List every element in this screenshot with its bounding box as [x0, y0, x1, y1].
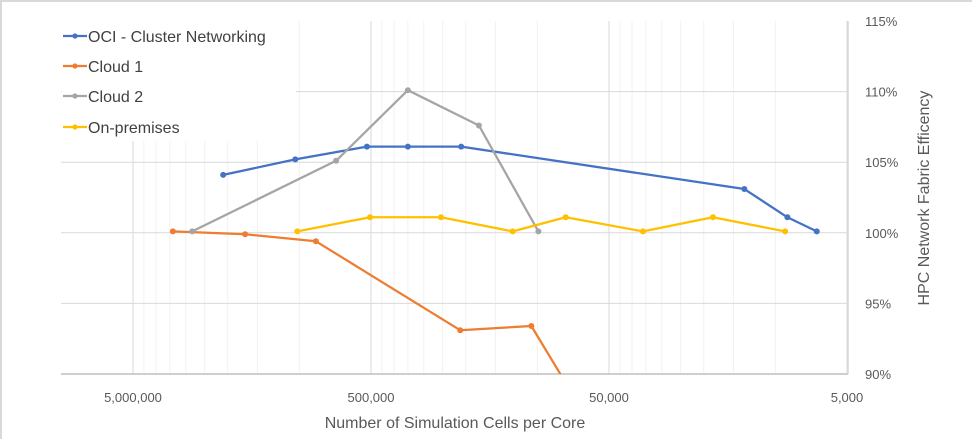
data-point — [535, 228, 542, 235]
series-cloud-2 — [189, 87, 542, 235]
x-tick-label: 50,000 — [589, 390, 629, 405]
series-on-premises — [294, 214, 789, 235]
legend-item: OCI - Cluster Networking — [63, 29, 266, 46]
series-layer — [169, 87, 820, 374]
y-tick-label: 90% — [865, 367, 891, 382]
data-point — [294, 228, 301, 235]
legend: OCI - Cluster Networking Cloud 1 Cloud 2 On… — [62, 21, 296, 141]
data-point — [709, 214, 716, 221]
series-line — [172, 230, 562, 374]
legend-dot-marker — [72, 93, 78, 99]
legend-item: On-premises — [63, 120, 180, 137]
data-point — [189, 228, 196, 235]
x-tick-label: 5,000,000 — [104, 390, 162, 405]
series-line — [222, 145, 818, 233]
series-cloud-1 — [169, 228, 562, 374]
data-point — [363, 143, 370, 150]
legend-background — [62, 21, 296, 141]
y-tick-label: 115% — [865, 14, 898, 29]
series-oci-cluster-networking — [220, 143, 820, 235]
data-point — [292, 156, 299, 163]
data-point — [741, 186, 748, 193]
data-point — [438, 214, 445, 221]
data-point — [404, 87, 411, 94]
data-point — [366, 214, 373, 221]
y-axis-title: HPC Network Fabric Efficency — [916, 91, 933, 306]
data-point — [333, 157, 340, 164]
legend-dot-marker — [72, 124, 78, 130]
data-point — [475, 122, 482, 129]
legend-item: Cloud 2 — [63, 89, 143, 106]
y-tick-label: 95% — [865, 296, 891, 311]
y-tick-label: 100% — [865, 226, 899, 241]
legend-dot-marker — [72, 33, 78, 39]
data-point — [639, 228, 646, 235]
data-point — [528, 322, 535, 329]
legend-label: Cloud 2 — [88, 89, 143, 106]
data-point — [784, 214, 791, 221]
series-line — [297, 216, 786, 233]
legend-item: Cloud 1 — [63, 59, 143, 76]
data-point — [312, 238, 319, 245]
x-tick-label: 5,000 — [831, 390, 864, 405]
x-axis-tick-labels: 5,000,000 500,000 50,000 5,000 — [104, 390, 863, 405]
legend-label: Cloud 1 — [88, 59, 143, 76]
y-axis-tick-labels: 90% 95% 100% 105% 110% 115% — [865, 14, 899, 382]
data-point — [220, 171, 227, 178]
y-tick-label: 105% — [865, 155, 899, 170]
y-tick-label: 110% — [865, 85, 898, 100]
data-point — [242, 231, 249, 238]
data-point — [509, 228, 516, 235]
legend-dot-marker — [72, 63, 78, 69]
data-point — [404, 143, 411, 150]
legend-label: OCI - Cluster Networking — [88, 29, 266, 46]
minor-gridlines — [143, 21, 776, 374]
data-point — [782, 228, 789, 235]
data-point — [813, 228, 820, 235]
data-point — [169, 228, 176, 235]
x-axis-title: Number of Simulation Cells per Core — [325, 415, 586, 432]
x-tick-label: 500,000 — [348, 390, 395, 405]
data-point — [562, 214, 569, 221]
data-point — [458, 143, 465, 150]
legend-label: On-premises — [88, 120, 180, 137]
data-point — [457, 327, 464, 334]
axes — [61, 21, 849, 375]
